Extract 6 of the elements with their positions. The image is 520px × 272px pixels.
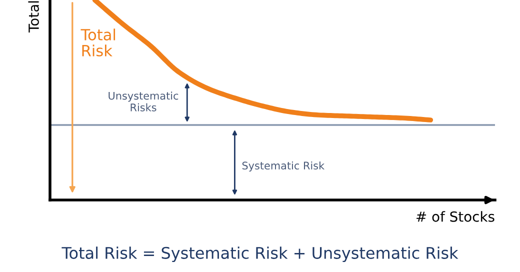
annotation: Total Risk <box>80 28 116 56</box>
y-axis-title: Total <box>28 1 39 32</box>
annotation: Systematic Risk <box>242 161 325 172</box>
annotation: Unsystematic Risks <box>108 92 178 112</box>
text: Total Risk = Systematic Risk + Unsystematic Risk <box>62 246 458 262</box>
x-axis-title: # of Stocks <box>416 211 494 222</box>
